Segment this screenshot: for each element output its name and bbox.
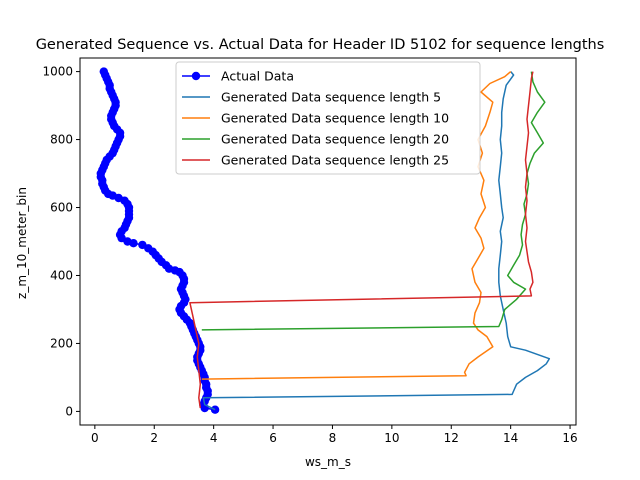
y-tick-label-0: 0 bbox=[65, 404, 73, 418]
x-axis-label: ws_m_s bbox=[305, 455, 351, 469]
series-line-2 bbox=[201, 71, 512, 380]
y-tick-label-5: 1000 bbox=[42, 65, 73, 79]
y-axis: 0 200 400 600 800 1000 bbox=[42, 65, 80, 418]
legend-label-2: Generated Data sequence length 10 bbox=[221, 111, 449, 126]
legend-label-1: Generated Data sequence length 5 bbox=[221, 90, 441, 105]
y-tick-label-4: 800 bbox=[50, 133, 73, 147]
x-tick-label-2: 4 bbox=[210, 431, 218, 445]
y-tick-label-2: 400 bbox=[50, 268, 73, 282]
x-axis: 0 2 4 6 8 10 12 14 16 bbox=[91, 425, 578, 445]
y-tick-label-3: 600 bbox=[50, 201, 73, 215]
x-tick-label-8: 16 bbox=[562, 431, 577, 445]
legend-label-4: Generated Data sequence length 25 bbox=[221, 153, 449, 168]
x-tick-label-5: 10 bbox=[384, 431, 399, 445]
series-layer bbox=[96, 67, 551, 414]
x-tick-label-0: 0 bbox=[91, 431, 99, 445]
series-line-4 bbox=[189, 71, 534, 409]
y-tick-label-1: 200 bbox=[50, 336, 73, 350]
y-axis-label: z_m_10_meter_bin bbox=[15, 187, 29, 299]
x-tick-label-3: 6 bbox=[269, 431, 277, 445]
x-tick-label-4: 8 bbox=[329, 431, 337, 445]
series-line-1 bbox=[202, 71, 551, 411]
series-line-3 bbox=[201, 71, 546, 331]
legend-box bbox=[175, 61, 481, 175]
legend-marker-0 bbox=[191, 71, 201, 81]
legend: Actual Data Generated Data sequence lengt… bbox=[175, 61, 481, 175]
legend-label-0: Actual Data bbox=[221, 69, 294, 84]
x-tick-label-6: 12 bbox=[444, 431, 459, 445]
x-tick-label-7: 14 bbox=[503, 431, 518, 445]
chart-title: Generated Sequence vs. Actual Data for H… bbox=[36, 37, 605, 53]
x-tick-label-1: 2 bbox=[150, 431, 158, 445]
plot-area bbox=[79, 57, 577, 426]
legend-label-3: Generated Data sequence length 20 bbox=[221, 132, 449, 147]
series-0-point-52 bbox=[129, 239, 138, 248]
